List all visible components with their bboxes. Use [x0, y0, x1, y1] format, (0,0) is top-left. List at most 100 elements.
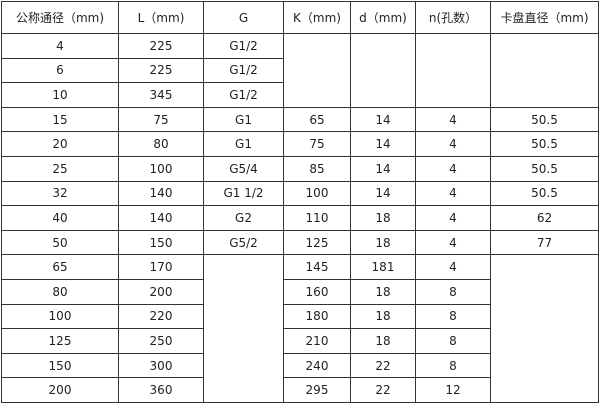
- cell-k: 75: [283, 131, 351, 157]
- header-length: L（mm): [118, 1, 204, 34]
- cell-thread: G1: [203, 106, 284, 133]
- cell-nominal-diameter: 4: [1, 33, 119, 59]
- cell-length: 140: [118, 205, 204, 231]
- cell-k: 65: [283, 106, 351, 133]
- cell-length: 360: [118, 377, 204, 403]
- cell-thread: G1/2: [203, 57, 284, 84]
- header-chuck-diameter: 卡盘直径（mm): [490, 1, 599, 34]
- header-nominal-diameter: 公称通径（mm): [1, 1, 119, 34]
- cell-d: 14: [350, 155, 416, 182]
- cell-d: 14: [350, 131, 416, 157]
- header-row: 公称通径（mm) L（mm) G K（mm) d（mm) n(孔数） 卡盘直径（mm): [1, 1, 599, 34]
- cell-nominal-diameter: 20: [1, 131, 119, 157]
- cell-thread-empty: [203, 254, 284, 403]
- cell-thread: G5/2: [203, 229, 284, 256]
- table-row: 4 225 G1/2: [1, 33, 599, 108]
- table-row: 25 100 G5/4 85 14 4 50.5: [1, 155, 599, 182]
- cell-thread: G1: [203, 131, 284, 157]
- table-row: 125 250 210 18 8: [1, 328, 599, 354]
- cell-k: 125: [283, 229, 351, 256]
- cell-holes: 4: [415, 205, 491, 231]
- cell-nominal-diameter: 6: [1, 57, 119, 84]
- cell-length: 200: [118, 278, 204, 305]
- cell-d: 14: [350, 106, 416, 133]
- cell-holes: 8: [415, 303, 491, 330]
- cell-thread: G1/2: [203, 82, 284, 108]
- cell-chuck-empty: [490, 33, 599, 108]
- cell-nominal-diameter: 65: [1, 254, 119, 280]
- cell-nominal-diameter: 150: [1, 352, 119, 379]
- cell-holes: 4: [415, 254, 491, 280]
- cell-chuck-diameter: 50.5: [490, 155, 599, 182]
- cell-nominal-diameter: 15: [1, 106, 119, 133]
- cell-chuck-diameter: 50.5: [490, 180, 599, 207]
- cell-d: 18: [350, 303, 416, 330]
- header-k: K（mm): [283, 1, 351, 34]
- table-row: 200 360 295 22 12: [1, 377, 599, 403]
- header-d: d（mm): [350, 1, 416, 34]
- cell-holes-empty: [415, 33, 491, 108]
- cell-chuck-empty: [490, 254, 599, 403]
- table-row: 40 140 G2 110 18 4 62: [1, 205, 599, 231]
- cell-d: 22: [350, 377, 416, 403]
- cell-d: 18: [350, 229, 416, 256]
- cell-k: 145: [283, 254, 351, 280]
- cell-length: 80: [118, 131, 204, 157]
- cell-length: 100: [118, 155, 204, 182]
- cell-k: 100: [283, 180, 351, 207]
- cell-length: 75: [118, 106, 204, 133]
- cell-chuck-diameter: 50.5: [490, 131, 599, 157]
- cell-holes: 12: [415, 377, 491, 403]
- cell-thread: G2: [203, 205, 284, 231]
- cell-length: 150: [118, 229, 204, 256]
- table-row: 15 75 G1 65 14 4 50.5: [1, 106, 599, 133]
- cell-k-empty: [283, 33, 351, 108]
- cell-holes: 4: [415, 106, 491, 133]
- cell-k: 160: [283, 278, 351, 305]
- cell-length: 220: [118, 303, 204, 330]
- cell-nominal-diameter: 10: [1, 82, 119, 108]
- cell-nominal-diameter: 50: [1, 229, 119, 256]
- cell-holes: 8: [415, 328, 491, 354]
- cell-thread: G1/2: [203, 33, 284, 59]
- table-row: 20 80 G1 75 14 4 50.5: [1, 131, 599, 157]
- cell-holes: 4: [415, 155, 491, 182]
- cell-nominal-diameter: 200: [1, 377, 119, 403]
- cell-length: 225: [118, 57, 204, 84]
- cell-thread: G1 1/2: [203, 180, 284, 207]
- cell-d: 14: [350, 180, 416, 207]
- cell-nominal-diameter: 25: [1, 155, 119, 182]
- cell-nominal-diameter: 40: [1, 205, 119, 231]
- cell-length: 345: [118, 82, 204, 108]
- cell-holes: 8: [415, 278, 491, 305]
- table-row: 65 170 145 181 4: [1, 254, 599, 403]
- cell-d: 18: [350, 328, 416, 354]
- cell-k: 110: [283, 205, 351, 231]
- cell-length: 225: [118, 33, 204, 59]
- cell-chuck-diameter: 50.5: [490, 106, 599, 133]
- cell-length: 300: [118, 352, 204, 379]
- cell-holes: 4: [415, 180, 491, 207]
- cell-nominal-diameter: 100: [1, 303, 119, 330]
- cell-chuck-diameter: 62: [490, 205, 599, 231]
- cell-chuck-diameter: 77: [490, 229, 599, 256]
- cell-k: 210: [283, 328, 351, 354]
- cell-k: 180: [283, 303, 351, 330]
- table-row: 50 150 G5/2 125 18 4 77: [1, 229, 599, 256]
- table-row: 32 140 G1 1/2 100 14 4 50.5: [1, 180, 599, 207]
- cell-holes: 8: [415, 352, 491, 379]
- cell-nominal-diameter: 80: [1, 278, 119, 305]
- cell-d: 18: [350, 205, 416, 231]
- cell-d: 181: [350, 254, 416, 280]
- cell-thread: G5/4: [203, 155, 284, 182]
- cell-d: 18: [350, 278, 416, 305]
- cell-length: 170: [118, 254, 204, 280]
- table-row: 6 225 G1/2: [1, 57, 599, 84]
- cell-d: 22: [350, 352, 416, 379]
- cell-k: 295: [283, 377, 351, 403]
- cell-k: 85: [283, 155, 351, 182]
- cell-length: 140: [118, 180, 204, 207]
- cell-holes: 4: [415, 229, 491, 256]
- cell-k: 240: [283, 352, 351, 379]
